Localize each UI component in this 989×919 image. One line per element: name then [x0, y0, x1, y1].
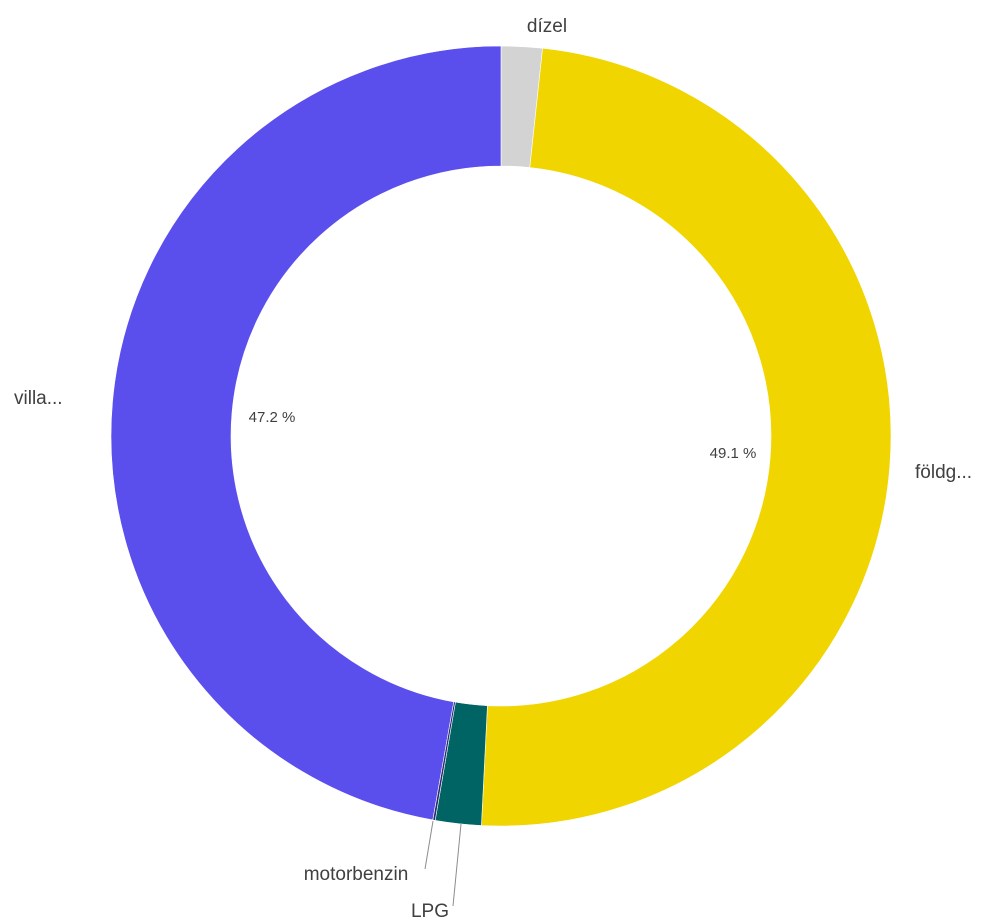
- leader-line-motorbenzin: [424, 820, 434, 870]
- label-villa: villa...: [14, 388, 63, 409]
- label-foldg: földg...: [915, 462, 972, 483]
- label-motorbenzin: motorbenzin: [304, 864, 409, 885]
- label-dizel: dízel: [527, 16, 567, 37]
- leader-line-lpg: [452, 823, 462, 907]
- percent-label-foldg: 49.1 %: [710, 445, 757, 462]
- slice-villa[interactable]: [110, 45, 502, 821]
- slice-group: [110, 45, 892, 827]
- label-lpg: LPG: [411, 901, 449, 919]
- percent-label-villa: 47.2 %: [249, 409, 296, 426]
- slice-f-ldg[interactable]: [481, 47, 892, 827]
